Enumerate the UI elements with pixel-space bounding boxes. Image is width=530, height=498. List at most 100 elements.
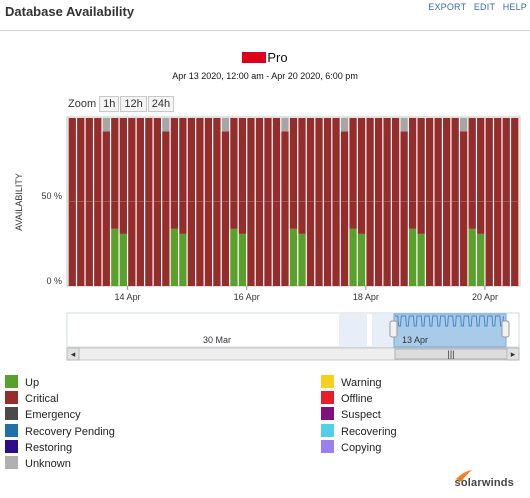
bar-critical [187, 118, 196, 286]
bar-unknown [102, 118, 110, 132]
bar-up [111, 228, 119, 286]
bar-group [68, 118, 519, 286]
bar-critical [213, 118, 221, 286]
x-tick-label: 18 Apr [353, 292, 379, 302]
legend-swatch [321, 407, 334, 420]
chart-title-text: Pro [267, 50, 288, 65]
legend-item-warning[interactable]: Warning [321, 375, 382, 389]
bar-critical [408, 118, 417, 229]
legend-item-copying[interactable]: Copying [321, 440, 381, 454]
chart-title: Pro [0, 50, 530, 65]
bar-critical [77, 118, 85, 286]
bar-critical [289, 118, 298, 229]
edit-link[interactable]: EDIT [473, 2, 495, 12]
bar-critical [306, 118, 315, 286]
bar-up [298, 233, 306, 286]
bar-critical [111, 118, 119, 229]
bar-critical [417, 118, 425, 234]
legend-item-suspect[interactable]: Suspect [321, 407, 381, 421]
scroll-grip-icon: ||| [447, 349, 454, 359]
bar-up [119, 233, 127, 286]
bar-critical [196, 118, 204, 286]
zoom-24h-button[interactable]: 24h [147, 96, 175, 112]
bar-up [408, 228, 417, 286]
bar-critical [400, 131, 408, 286]
availability-chart: AVAILABILITY 50 % 0 % 14 Apr 16 Apr 18 Apr… [14, 116, 521, 361]
bar-critical [383, 118, 391, 286]
y-axis-label: AVAILABILITY [14, 173, 24, 231]
bar-up [417, 233, 425, 286]
bar-critical [179, 118, 187, 234]
y-tick-0: 0 % [46, 276, 62, 286]
navigator-label-30mar: 30 Mar [203, 335, 231, 345]
export-link[interactable]: EXPORT [428, 2, 467, 12]
zoom-1h-button[interactable]: 1h [99, 96, 120, 112]
bar-critical [170, 118, 179, 229]
bar-critical [332, 118, 340, 286]
chart-subtitle: Apr 13 2020, 12:00 am - Apr 20 2020, 6:0… [172, 71, 358, 81]
legend-swatch [5, 407, 18, 420]
bar-critical [102, 131, 110, 286]
bar-critical [425, 118, 434, 286]
bar-critical [272, 118, 281, 286]
navigator-right-handle[interactable] [501, 320, 510, 338]
bar-critical [323, 118, 332, 286]
legend-swatch [5, 440, 18, 453]
scroll-left-arrow-icon: ◂ [71, 349, 76, 359]
bar-critical [434, 118, 442, 286]
bar-critical [68, 118, 76, 286]
bar-critical [153, 118, 162, 286]
scroll-right-arrow-icon: ▸ [511, 349, 516, 359]
bar-critical [119, 118, 127, 234]
bar-up [349, 228, 357, 286]
bar-unknown [162, 118, 170, 132]
legend-item-critical[interactable]: Critical [5, 391, 59, 405]
bar-critical [221, 131, 230, 286]
bar-up [477, 233, 485, 286]
bar-critical [247, 118, 255, 286]
legend-item-restoring[interactable]: Restoring [5, 440, 72, 454]
x-tick-label: 14 Apr [115, 292, 141, 302]
bar-critical [315, 118, 323, 286]
solarwinds-mark-icon [455, 470, 472, 482]
y-tick-50: 50 % [41, 191, 62, 201]
legend-item-offline[interactable]: Offline [321, 391, 373, 405]
legend-item-recovering[interactable]: Recovering [321, 424, 397, 438]
bar-up [357, 233, 366, 286]
bar-critical [502, 118, 510, 286]
legend-item-recovery-pending[interactable]: Recovery Pending [5, 424, 115, 438]
legend-item-emergency[interactable]: Emergency [5, 407, 81, 421]
bar-critical [443, 118, 451, 286]
bar-unknown [460, 118, 468, 132]
bar-critical [136, 118, 144, 286]
bar-critical [230, 118, 238, 229]
bar-unknown [281, 118, 289, 132]
bar-critical [460, 131, 468, 286]
bar-critical [162, 131, 170, 286]
x-axis: 14 Apr 16 Apr 18 Apr 20 Apr [115, 286, 498, 302]
legend-item-up[interactable]: Up [5, 375, 39, 389]
scroll-right-button[interactable] [506, 347, 520, 361]
legend-swatch [5, 456, 18, 469]
bar-up [170, 228, 179, 286]
bar-critical [85, 118, 93, 286]
legend-item-unknown[interactable]: Unknown [5, 456, 71, 470]
bar-critical [281, 131, 289, 286]
solarwinds-logo: solarwinds [455, 470, 514, 489]
bar-critical [511, 118, 519, 286]
zoom-12h-button[interactable]: 12h [120, 96, 147, 112]
scroll-left-button[interactable] [66, 347, 80, 361]
legend-swatch [321, 424, 334, 437]
legend-swatch [5, 391, 18, 404]
redacted-name-block [242, 52, 267, 63]
navigator-left-handle[interactable] [389, 320, 398, 338]
bar-critical [494, 118, 502, 286]
help-link[interactable]: HELP [502, 2, 527, 12]
bar-critical [255, 118, 264, 286]
bar-critical [204, 118, 213, 286]
bar-up [289, 228, 298, 286]
bar-critical [349, 118, 357, 229]
bar-critical [238, 118, 247, 234]
legend-swatch [321, 391, 334, 404]
bar-critical [366, 118, 374, 286]
